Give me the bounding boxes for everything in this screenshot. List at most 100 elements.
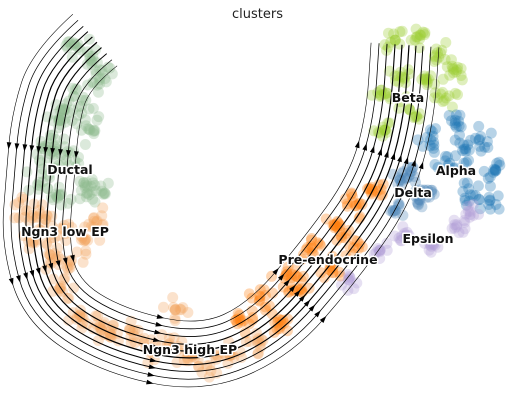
cell-point [129,337,141,348]
cell-point [433,51,445,63]
streamline-arrow [55,260,61,268]
cell-point [448,67,459,79]
cell-point [467,199,479,210]
cell-point [39,213,51,225]
cell-point [484,194,496,206]
streamline-arrow [277,273,285,281]
cell-point [65,39,77,51]
cell-point [278,272,290,284]
cell-point [329,222,341,234]
cell-point [91,215,103,227]
cell-point [50,188,62,200]
cell-point [58,274,70,285]
streamline-arrow [308,304,316,312]
cell-point [170,304,181,316]
streamline-arrow [298,294,306,302]
cell-point [96,210,108,222]
cell-point [425,240,437,252]
cell-point [435,47,447,59]
cell-point [459,223,471,235]
cell-point [232,308,244,319]
cell-point [80,120,92,132]
cell-point [403,229,415,241]
cell-point [451,219,463,231]
cell-point [60,40,72,51]
cell-point [81,318,93,330]
cell-point [286,268,298,280]
cell-point [19,211,31,223]
cell-point [460,157,472,168]
cell-point [449,222,461,234]
cell-point [490,165,502,177]
cell-point [354,211,366,223]
cell-point [421,77,433,88]
cell-point [428,146,440,158]
cell-point [421,191,432,203]
cell-point [485,127,497,139]
streamline-arrow [48,262,54,271]
cell-point [443,110,455,121]
cell-point [393,172,405,184]
cell-point [473,193,485,205]
cell-point [27,237,39,249]
cell-point [393,200,405,212]
cell-point [79,181,91,193]
cell-point [37,219,49,231]
cluster-label: Ductal [47,162,92,177]
cell-point [437,86,448,98]
cell-point [409,190,421,202]
cell-point [57,159,69,171]
chart-title: clusters [232,7,283,22]
cell-point [394,26,406,38]
cell-point [289,262,301,274]
cell-point [389,204,401,216]
cell-point [127,325,139,337]
cell-point [53,283,65,295]
cell-point [460,145,472,157]
cell-point [458,157,470,169]
cell-point [83,189,95,201]
cell-point [78,177,90,189]
cell-point [403,103,415,115]
streamline-arrow [50,147,56,156]
cell-point [75,230,87,242]
cell-point [428,56,440,67]
cell-point [91,216,102,228]
cell-point [450,150,461,162]
cell-point [68,90,80,102]
cell-point [414,194,426,206]
cell-point [46,164,57,176]
cell-point [474,203,486,215]
cell-point [44,249,56,261]
cluster-label: Ngn3 low EP [21,224,109,239]
cell-point [281,269,292,281]
cell-point [281,325,293,337]
cell-point [404,104,416,116]
cell-point [35,224,47,236]
cell-point [449,134,461,146]
cell-point [281,268,293,280]
cell-point [416,201,428,213]
cell-point [89,179,101,191]
streamline-arrow [22,144,28,152]
cell-point [61,261,73,273]
cell-point [449,114,461,126]
cell-point [454,129,465,141]
cell-point [227,349,238,361]
streamline-arrow [418,161,424,170]
cell-point [87,102,99,114]
cell-point [417,140,429,152]
cell-point [271,323,283,335]
cell-point [413,42,425,54]
cell-point [169,315,181,327]
cell-point [76,107,88,119]
cell-point [463,144,475,156]
cell-point [479,141,491,153]
cell-point [334,225,346,237]
cell-point [455,63,467,74]
streamline-arrow [390,152,396,160]
cell-point [96,185,108,197]
cell-point [182,307,194,318]
cell-point [95,180,107,192]
cell-point [401,172,413,184]
